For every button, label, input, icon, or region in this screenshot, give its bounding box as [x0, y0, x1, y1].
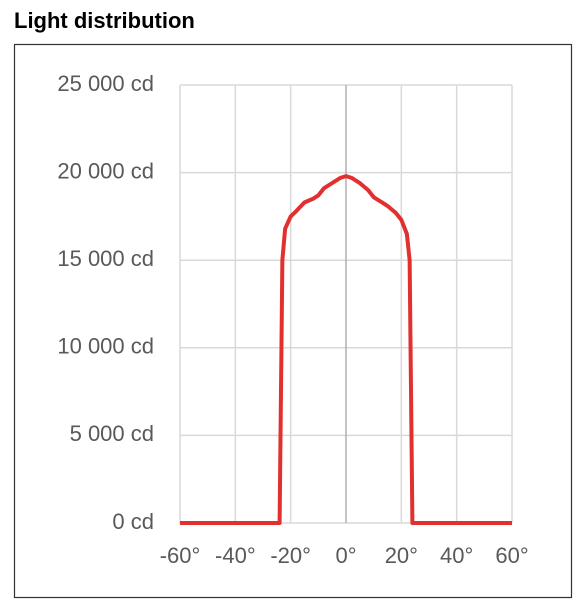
x-tick-label: 0°	[335, 543, 356, 568]
data-line	[180, 174, 512, 525]
x-tick-label: 20°	[385, 543, 418, 568]
x-tick-label: -60°	[160, 543, 201, 568]
chart-frame	[13, 43, 573, 599]
y-tick-label: 5 000 cd	[70, 421, 154, 446]
x-tick-label: -20°	[270, 543, 311, 568]
y-tick-label: 15 000 cd	[57, 246, 154, 271]
x-tick-label: -40°	[215, 543, 256, 568]
y-tick-label: 0 cd	[112, 509, 154, 534]
y-tick-label: 10 000 cd	[57, 334, 154, 359]
x-tick-label: 60°	[495, 543, 528, 568]
chart-title: Light distribution	[14, 8, 195, 33]
y-tick-label: 20 000 cd	[57, 158, 154, 183]
y-tick-label: 25 000 cd	[57, 71, 154, 96]
x-tick-label: 40°	[440, 543, 473, 568]
